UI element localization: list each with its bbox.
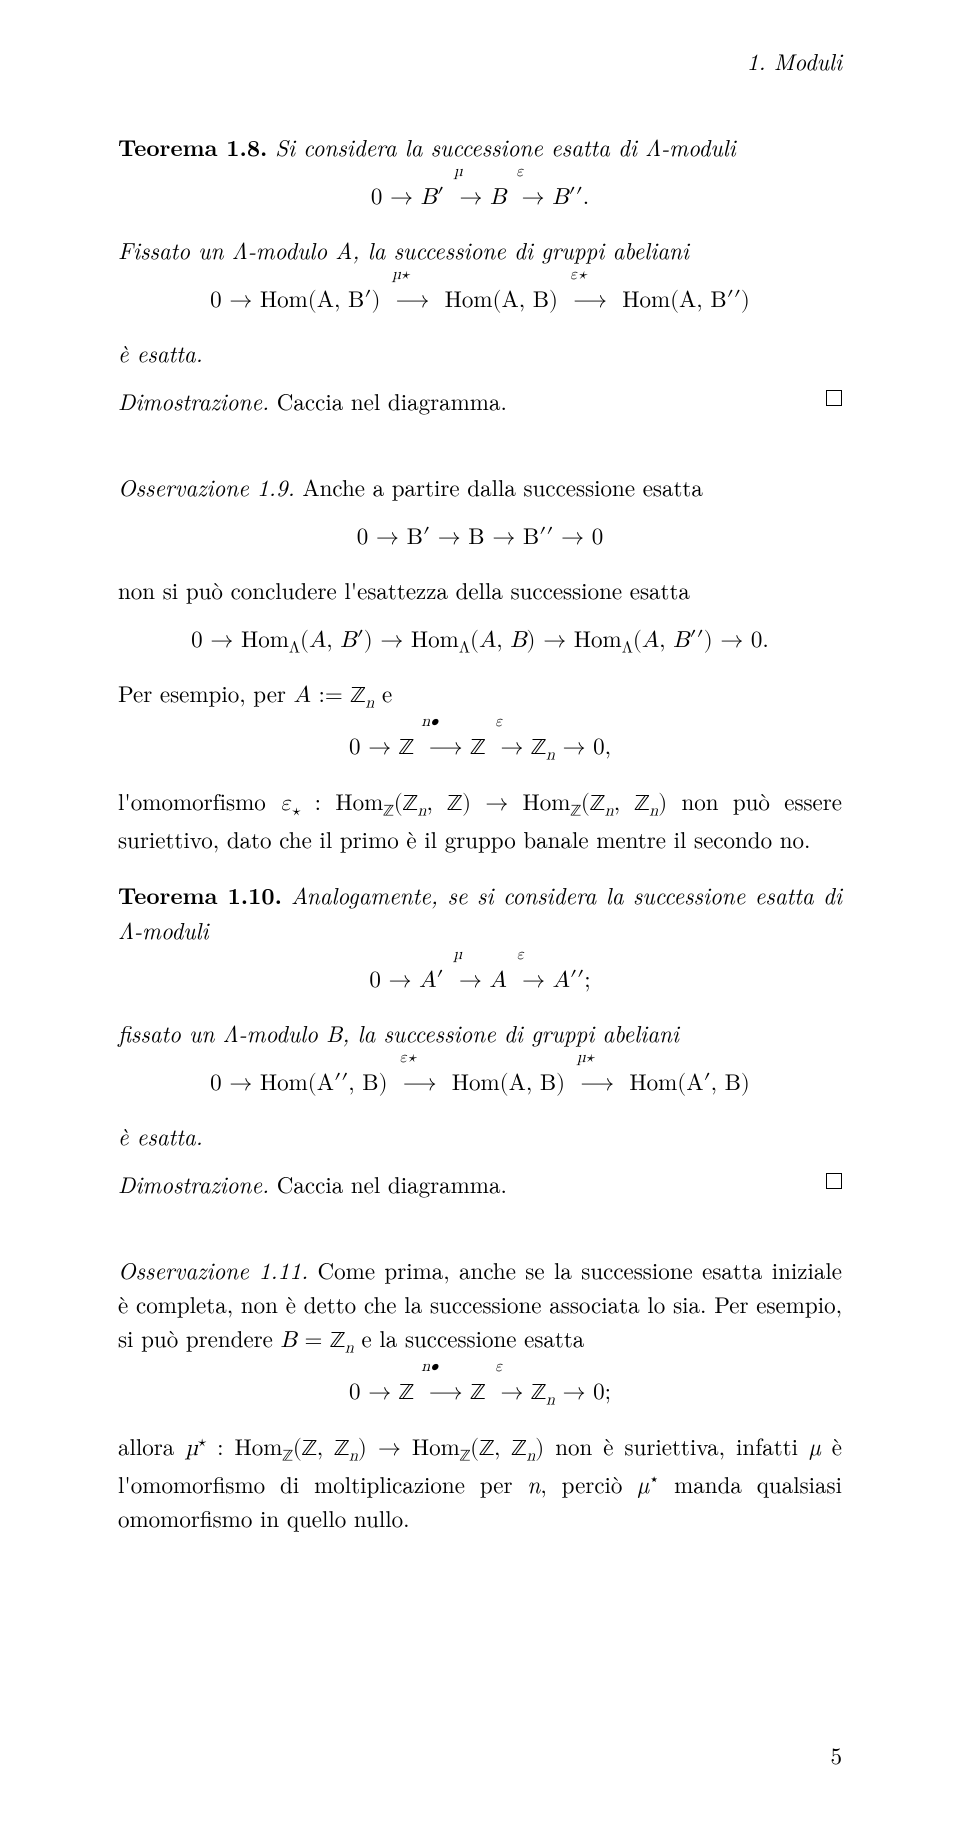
page-number: 5: [831, 1738, 843, 1772]
oss19-c-post: e: [374, 676, 392, 709]
theorem-1-10-label: Teorema 1.10.: [118, 878, 282, 911]
seq2-c: Hom(A, B′′): [622, 289, 750, 312]
theorem-1-8-statement-a: Si considera la successione esatta di Λ-…: [275, 130, 736, 163]
seq7-a: 0 → Hom(A′′, B): [210, 1072, 387, 1095]
remark-1-9-label: Osservazione 1.9.: [118, 470, 295, 503]
seq7-b: Hom(A, B): [452, 1072, 565, 1095]
sequence-3: 0 → B′ → B → B′′ → 0: [118, 518, 842, 555]
sequence-5: 0 → ℤ n•⟶ ℤ ε→ ℤn → 0,: [118, 728, 842, 766]
proof-1-10: Dimostrazione. Caccia nel diagramma.: [118, 1167, 842, 1201]
remark-1-9-a: Anche a partire dalla successione esatta: [302, 470, 703, 503]
theorem-1-8-statement-b: Fissato un Λ-modulo A, la successione di…: [118, 233, 842, 267]
sequence-6: 0 → A′ µ→ A ε→ A′′;: [118, 961, 842, 998]
theorem-1-10-intro: Teorema 1.10. Analogamente, se si consid…: [118, 878, 842, 946]
proof-1-8: Dimostrazione. Caccia nel diagramma.: [118, 384, 842, 418]
remark-1-11-b: allora µ⋆ : Homℤ(ℤ, ℤn) → Homℤ(ℤ, ℤn) no…: [118, 1429, 842, 1535]
proof-label-1: Dimostrazione.: [118, 384, 269, 417]
oss19-c-pre: Per esempio, per: [118, 676, 294, 709]
proof-label-2: Dimostrazione.: [118, 1167, 269, 1200]
remark-1-11-intro: Osservazione 1.11. Come prima, anche se …: [118, 1253, 842, 1359]
page: 1. Moduli Teorema 1.8. Si considera la s…: [0, 0, 960, 1830]
theorem-1-8-statement-c: è esatta.: [118, 336, 842, 370]
sequence-1: 0 → B′ µ→ B ε→ B′′.: [118, 178, 842, 215]
proof-text-2: Caccia nel diagramma.: [277, 1167, 507, 1200]
running-head: 1. Moduli: [118, 44, 842, 78]
theorem-1-10-statement-b: fissato un Λ-modulo B, la successione di…: [118, 1016, 842, 1050]
remark-1-11-label: Osservazione 1.11.: [118, 1253, 308, 1286]
theorem-1-8-intro: Teorema 1.8. Si considera la successione…: [118, 130, 842, 164]
seq3-text: 0 → B′ → B → B′′ → 0: [357, 526, 603, 549]
proof-text-1: Caccia nel diagramma.: [277, 384, 507, 417]
theorem-1-10-statement-c: è esatta.: [118, 1119, 842, 1153]
remark-1-9-intro: Osservazione 1.9. Anche a partire dalla …: [118, 470, 842, 504]
seq2-b: Hom(A, B): [445, 289, 558, 312]
remark-1-9-b: non si può concludere l'esattezza della …: [118, 573, 842, 607]
sequence-2: 0 → Hom(A, B′) µ⋆⟶ Hom(A, B) ε⋆⟶ Hom(A, …: [118, 281, 842, 318]
seq7-c: Hom(A′, B): [629, 1072, 750, 1095]
sequence-7: 0 → Hom(A′′, B) ε⋆⟶ Hom(A, B) µ⋆⟶ Hom(A′…: [118, 1064, 842, 1101]
remark-1-9-c: Per esempio, per A := ℤn e: [118, 676, 842, 714]
sequence-4: 0 → HomΛ(A, B′) → HomΛ(A, B) → HomΛ(A, B…: [118, 621, 842, 658]
theorem-1-8-label: Teorema 1.8.: [118, 130, 267, 163]
seq2-a: 0 → Hom(A, B′): [210, 289, 380, 312]
sequence-8: 0 → ℤ n•⟶ ℤ ε→ ℤn → 0;: [118, 1373, 842, 1411]
remark-1-9-d: l'omomorfismo ε⋆ : Homℤ(ℤn, ℤ) → Homℤ(ℤn…: [118, 784, 842, 856]
